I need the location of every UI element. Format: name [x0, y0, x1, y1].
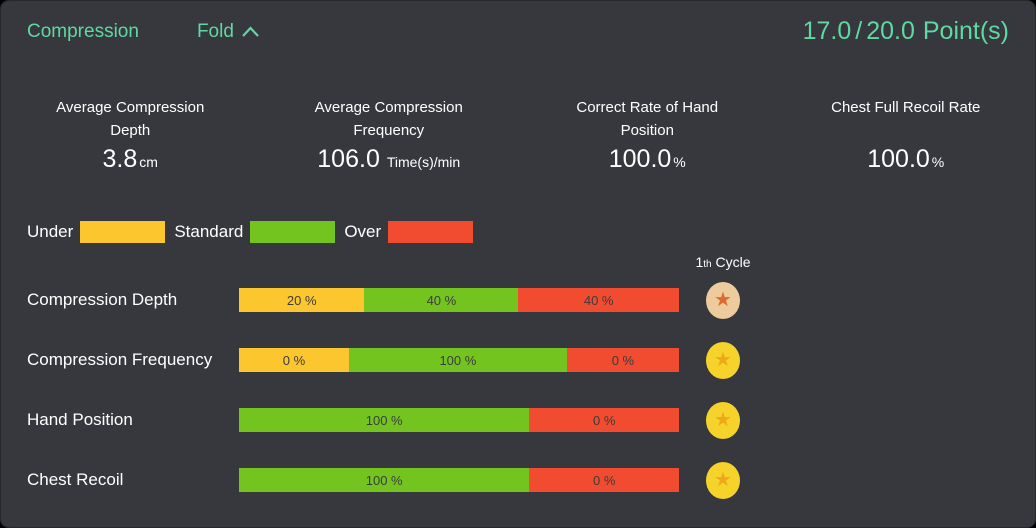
score-separator: /: [855, 17, 863, 45]
legend-label: Under: [27, 222, 74, 241]
chart-legend: Under Standard Over: [27, 221, 1035, 243]
bar-segment-standard: 100 %: [239, 468, 530, 492]
row-label: Chest Recoil: [27, 470, 124, 489]
fold-label: Fold: [196, 20, 234, 42]
stacked-bar: 20 % 40 % 40 %: [239, 288, 679, 312]
stat-label: Average Compression Depth: [56, 99, 205, 139]
stat-value: 3.8: [102, 145, 138, 173]
medal-cell: ★: [679, 461, 767, 499]
medal-gold-star-icon: ★: [706, 341, 740, 379]
bar-segment-standard: 100 %: [239, 408, 530, 432]
stat-chest-full-recoil-rate: Chest Full Recoil Rate 100.0%: [777, 96, 1036, 174]
stat-average-compression-frequency: Average Compression Frequency 106.0 Time(…: [260, 96, 519, 174]
cycle-header-row: 1th Cycle: [1, 254, 1035, 270]
row-chest-recoil: Chest Recoil 100 % 0 % ★: [1, 450, 1035, 510]
score-total: 20.0: [866, 17, 915, 45]
stacked-bar: 100 % 0 %: [239, 468, 679, 492]
bar-segment-over: 0 %: [566, 348, 679, 372]
stat-value: 106.0: [317, 145, 380, 173]
row-label: Compression Frequency: [27, 350, 213, 369]
legend-label: Over: [344, 222, 382, 241]
bar-segment-under: 20 %: [239, 288, 365, 312]
row-label: Compression Depth: [27, 290, 178, 309]
compression-bar-chart: Compression Depth 20 % 40 % 40 % ★ Compres…: [1, 270, 1035, 510]
medal-cell: ★: [679, 341, 767, 379]
cycle-header: 1th Cycle: [679, 254, 767, 270]
medal-cell: ★: [679, 281, 767, 319]
medal-bronze-star-icon: ★: [706, 281, 740, 319]
row-compression-frequency: Compression Frequency 0 % 100 % 0 % ★: [1, 330, 1035, 390]
medal-gold-star-icon: ★: [706, 401, 740, 439]
summary-stats: Average Compression Depth 3.8 cm Average …: [1, 96, 1035, 174]
legend-swatch-over: [388, 221, 474, 243]
stat-value: 100.0: [867, 145, 930, 173]
score-current: 17.0: [802, 17, 852, 45]
legend-item-over: Over: [344, 221, 482, 243]
legend-swatch-under: [80, 221, 166, 243]
score-unit: Point(s): [922, 17, 1009, 45]
stat-label: Correct Rate of Hand Position: [576, 99, 719, 139]
stacked-bar: 0 % 100 % 0 %: [239, 348, 679, 372]
stat-unit: %: [931, 154, 945, 170]
row-hand-position: Hand Position 100 % 0 % ★: [1, 390, 1035, 450]
stat-label: Average Compression Frequency: [314, 99, 463, 139]
cycle-ordinal: th: [703, 259, 712, 270]
legend-item-standard: Standard: [174, 221, 344, 243]
stat-unit: Time(s)/min: [386, 154, 461, 170]
stacked-bar: 100 % 0 %: [239, 408, 679, 432]
row-compression-depth: Compression Depth 20 % 40 % 40 % ★: [1, 270, 1035, 330]
bar-segment-under: 0 %: [239, 348, 349, 372]
bar-segment-over: 0 %: [529, 468, 679, 492]
cycle-word: Cycle: [715, 254, 751, 270]
cycle-number: 1: [695, 254, 704, 270]
stat-correct-rate-hand-position: Correct Rate of Hand Position 100.0%: [518, 96, 777, 174]
medal-gold-star-icon: ★: [706, 461, 740, 499]
stat-unit: cm: [139, 154, 158, 170]
stat-value: 100.0: [608, 145, 672, 173]
fold-toggle[interactable]: Fold: [197, 21, 260, 43]
stat-label: Chest Full Recoil Rate: [831, 99, 981, 116]
chevron-up-icon: [241, 25, 260, 38]
panel-header: Compression Fold 17.0 / 20.0 Point(s): [1, 1, 1035, 46]
legend-swatch-standard: [250, 221, 336, 243]
stat-average-compression-depth: Average Compression Depth 3.8 cm: [1, 96, 260, 174]
medal-cell: ★: [679, 401, 767, 439]
stat-unit: %: [673, 154, 686, 170]
bar-segment-standard: 40 %: [364, 288, 519, 312]
legend-label: Standard: [174, 222, 244, 241]
row-label: Hand Position: [27, 410, 133, 429]
legend-item-under: Under: [27, 221, 174, 243]
score-points: 17.0 / 20.0 Point(s): [803, 17, 1009, 46]
bar-segment-standard: 100 %: [349, 348, 567, 372]
bar-segment-over: 0 %: [529, 408, 679, 432]
panel-title: Compression: [27, 20, 139, 42]
bar-segment-over: 40 %: [518, 288, 679, 312]
